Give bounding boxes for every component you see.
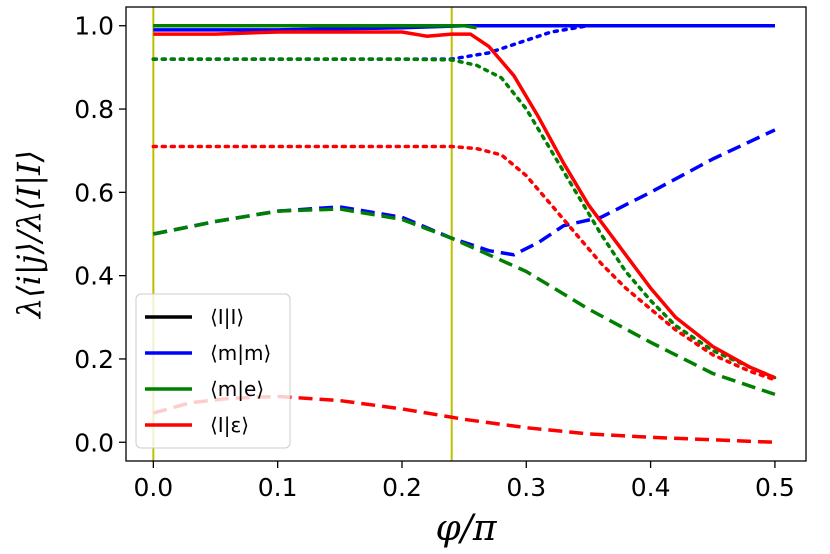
legend-label-1: ⟨m|m⟩ [210, 341, 271, 365]
y-tick-label: 0.6 [74, 178, 114, 207]
x-tick-label: 0.1 [258, 473, 298, 502]
legend-label-2: ⟨m|e⟩ [210, 377, 264, 401]
x-tick-label: 0.4 [631, 473, 671, 502]
y-tick-label: 0.8 [74, 95, 114, 124]
x-tick-label: 0.2 [382, 473, 422, 502]
legend: ⟨I|I⟩ ⟨m|m⟩ ⟨m|e⟩ ⟨I|ε⟩ [135, 293, 291, 449]
y-axis-label: λ⟨i|j⟩/λ⟨I|I⟩ [10, 150, 48, 320]
legend-frame [135, 293, 291, 449]
x-axis-ticks: 0.0 0.1 0.2 0.3 0.4 0.5 [133, 461, 795, 502]
series-line-7-solid [153, 30, 776, 380]
series-line-6-dashed [152, 207, 776, 397]
legend-label-3: ⟨I|ε⟩ [210, 413, 249, 437]
x-axis-label: φ/π [436, 508, 498, 549]
plot-frame [125, 6, 807, 462]
y-tick-label: 0.0 [74, 428, 114, 457]
x-tick-label: 0.5 [755, 473, 795, 502]
x-tick-label: 0.3 [506, 473, 546, 502]
y-axis-ticks: 0.0 0.2 0.4 0.6 0.8 1.0 [74, 12, 126, 457]
y-tick-label: 0.2 [74, 345, 114, 374]
y-tick-label: 0.4 [74, 262, 114, 291]
series-line-5-dotted [151, 57, 777, 380]
series-line-3-dashed [152, 128, 776, 257]
y-tick-label: 1.0 [74, 12, 114, 41]
legend-label-0: ⟨I|I⟩ [210, 305, 244, 329]
x-tick-label: 0.0 [133, 473, 173, 502]
series-line-4-solid [153, 23, 477, 30]
series-line-8-dotted [151, 144, 777, 382]
